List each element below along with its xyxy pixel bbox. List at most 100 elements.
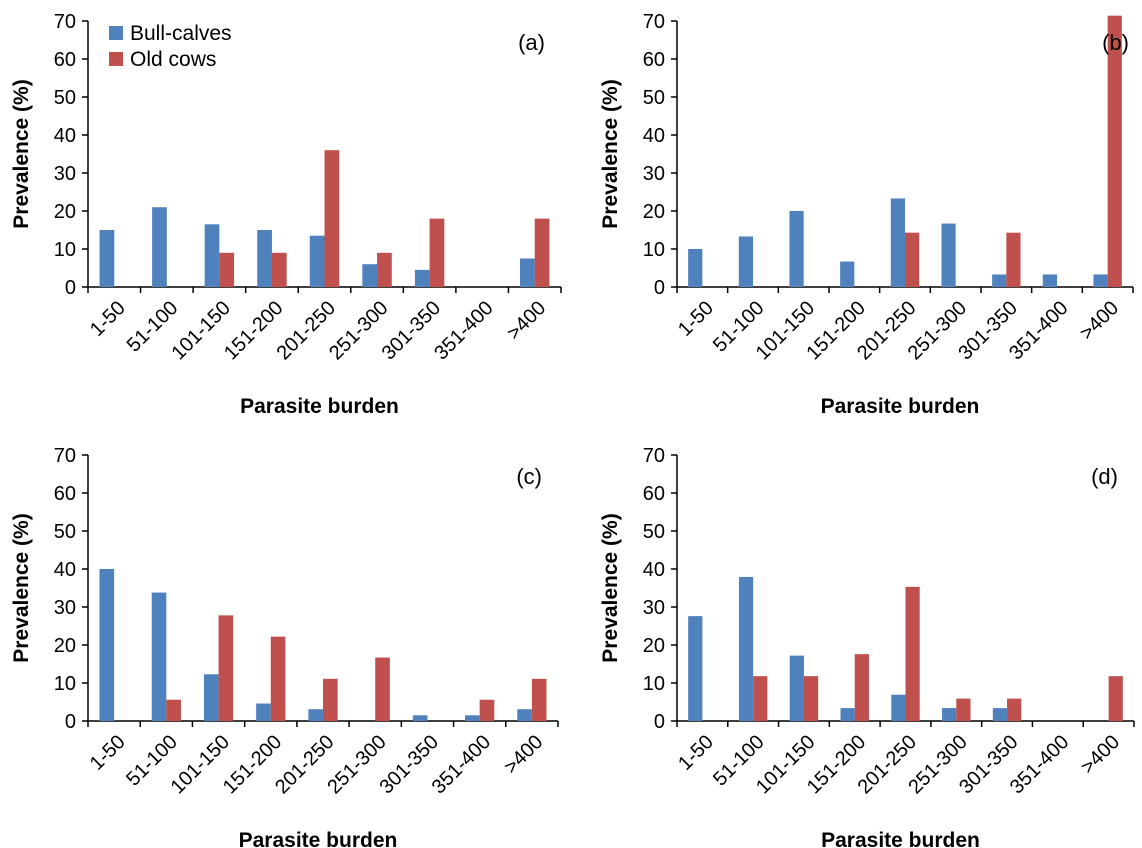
x-axis-title: Parasite burden xyxy=(821,829,980,848)
bar-old-cows-7 xyxy=(479,699,495,721)
bar-old-cows-8 xyxy=(1108,676,1123,721)
legend-label-bull-calves: Bull-calves xyxy=(130,22,232,45)
y-tick-label: 40 xyxy=(54,125,76,147)
y-tick-label: 20 xyxy=(54,201,76,223)
y-tick-label: 40 xyxy=(643,125,665,147)
panel-label: (a) xyxy=(518,30,545,55)
bar-bull-calves-2 xyxy=(789,655,804,721)
chart-panel-1: 0102030405060701-5051-100101-150151-2002… xyxy=(10,11,562,418)
y-tick-label: 20 xyxy=(54,635,76,657)
bar-bull-calves-8 xyxy=(517,709,532,721)
y-tick-label: 0 xyxy=(654,277,665,299)
y-tick-label: 30 xyxy=(643,597,665,619)
legend-swatch-bull-calves xyxy=(109,26,123,40)
bar-old-cows-1 xyxy=(166,699,181,721)
legend: Bull-calves Old cows xyxy=(109,22,232,71)
bar-bull-calves-0 xyxy=(688,616,703,721)
bar-bull-calves-7 xyxy=(465,715,480,721)
bar-bull-calves-2 xyxy=(203,674,219,721)
y-tick-label: 40 xyxy=(643,559,665,581)
bar-bull-calves-0 xyxy=(99,230,115,287)
panel-label: (d) xyxy=(1091,464,1118,489)
y-tick-label: 30 xyxy=(54,597,76,619)
bar-bull-calves-1 xyxy=(151,592,167,721)
bar-bull-calves-6 xyxy=(414,269,430,287)
y-tick-label: 20 xyxy=(643,635,665,657)
bar-old-cows-5 xyxy=(956,698,971,721)
y-tick-label: 60 xyxy=(643,49,665,71)
bar-old-cows-6 xyxy=(1006,232,1021,287)
y-tick-label: 10 xyxy=(54,239,76,261)
y-axis-title: Prevalence (%) xyxy=(599,79,622,228)
y-tick-label: 0 xyxy=(65,277,76,299)
bar-old-cows-4 xyxy=(324,150,340,287)
x-tick-label: 351-400 xyxy=(430,297,497,364)
y-tick-label: 0 xyxy=(65,711,76,733)
bar-bull-calves-6 xyxy=(992,274,1007,287)
y-tick-label: 60 xyxy=(643,483,665,505)
x-tick-label: 1-50 xyxy=(674,297,718,341)
panel-label: (c) xyxy=(516,464,542,489)
bar-old-cows-8 xyxy=(531,678,547,721)
bar-bull-calves-2 xyxy=(789,211,804,287)
bar-old-cows-2 xyxy=(219,252,235,287)
bar-old-cows-5 xyxy=(375,657,390,721)
bar-old-cows-3 xyxy=(854,654,869,721)
bar-old-cows-8 xyxy=(534,218,550,287)
y-tick-label: 10 xyxy=(643,239,665,261)
y-tick-label: 50 xyxy=(54,521,76,543)
y-axis-title: Prevalence (%) xyxy=(10,79,33,228)
bar-old-cows-6 xyxy=(429,218,445,287)
bar-bull-calves-4 xyxy=(309,235,325,287)
x-axis-title: Parasite burden xyxy=(240,395,399,418)
bar-bull-calves-0 xyxy=(688,249,703,287)
y-tick-label: 70 xyxy=(54,11,76,33)
bar-old-cows-1 xyxy=(753,676,768,721)
y-tick-label: 60 xyxy=(54,483,76,505)
bar-old-cows-3 xyxy=(270,636,286,721)
x-tick-label: 1-50 xyxy=(674,731,718,775)
x-tick-label: 1-50 xyxy=(86,731,130,775)
bar-bull-calves-0 xyxy=(99,569,115,721)
bar-bull-calves-8 xyxy=(520,258,535,287)
bar-bull-calves-4 xyxy=(890,198,905,287)
y-tick-label: 70 xyxy=(643,445,665,467)
bar-old-cows-8 xyxy=(1107,15,1122,288)
bar-bull-calves-3 xyxy=(840,261,855,287)
y-tick-label: 20 xyxy=(643,201,665,223)
y-tick-label: 50 xyxy=(54,87,76,109)
bar-bull-calves-6 xyxy=(992,708,1008,721)
bar-bull-calves-8 xyxy=(1093,274,1108,287)
x-tick-label: >400 xyxy=(1076,297,1123,344)
bar-bull-calves-5 xyxy=(941,223,956,287)
bar-bull-calves-1 xyxy=(738,576,754,721)
bar-bull-calves-6 xyxy=(412,715,428,721)
chart-panel-4: 0102030405060701-5051-100101-150151-2002… xyxy=(599,445,1135,848)
y-tick-label: 0 xyxy=(654,711,665,733)
y-tick-label: 30 xyxy=(643,163,665,185)
y-tick-label: 30 xyxy=(54,163,76,185)
x-tick-label: 1-50 xyxy=(86,297,130,341)
x-tick-label: >400 xyxy=(500,731,547,778)
bar-bull-calves-4 xyxy=(308,709,323,721)
bar-old-cows-4 xyxy=(323,678,338,721)
y-axis-title: Prevalence (%) xyxy=(599,513,622,662)
bar-bull-calves-2 xyxy=(204,224,220,287)
x-tick-label: >400 xyxy=(1077,731,1124,778)
bar-bull-calves-4 xyxy=(891,694,906,721)
chart-panel-3: 0102030405060701-5051-100101-150151-2002… xyxy=(10,445,559,848)
bar-bull-calves-3 xyxy=(840,708,855,721)
x-axis-title: Parasite burden xyxy=(821,395,980,418)
y-tick-label: 40 xyxy=(54,559,76,581)
bar-bull-calves-1 xyxy=(152,207,167,287)
bar-old-cows-5 xyxy=(377,252,392,287)
y-tick-label: 50 xyxy=(643,521,665,543)
x-tick-label: 351-400 xyxy=(428,731,495,798)
y-tick-label: 70 xyxy=(643,11,665,33)
panel-label: (b) xyxy=(1102,30,1129,55)
y-tick-label: 70 xyxy=(54,445,76,467)
legend-swatch-old-cows xyxy=(109,52,123,66)
bar-old-cows-2 xyxy=(803,676,819,721)
bar-bull-calves-3 xyxy=(257,230,272,287)
